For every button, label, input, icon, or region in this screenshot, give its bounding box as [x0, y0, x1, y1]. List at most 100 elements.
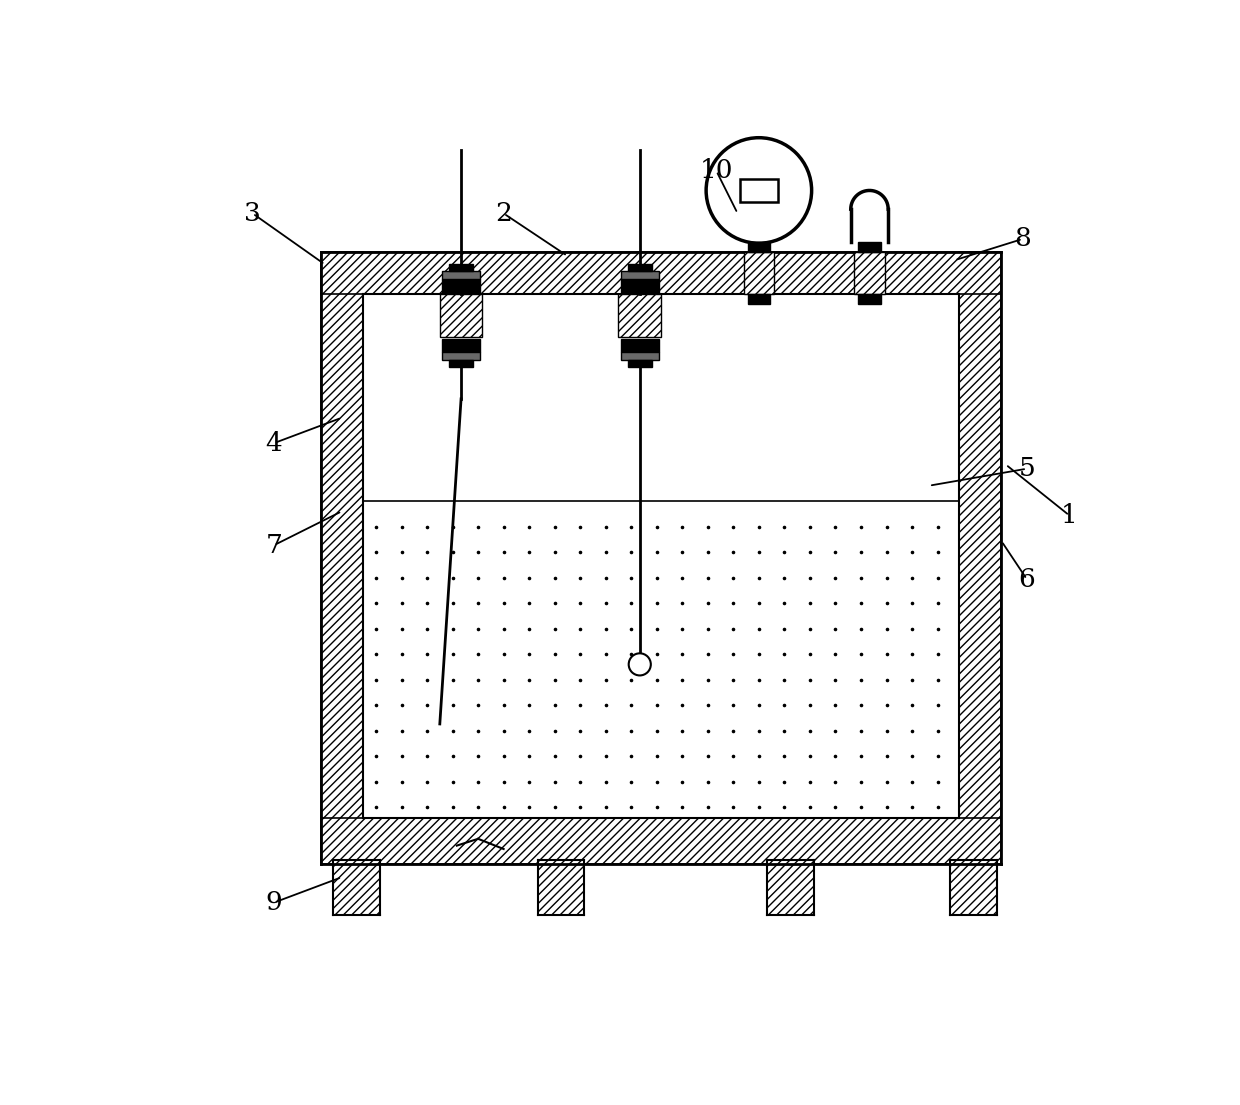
Point	[392, 518, 412, 536]
Point	[672, 722, 692, 739]
Point	[544, 722, 564, 739]
Point	[494, 645, 513, 663]
Point	[494, 594, 513, 612]
Point	[903, 569, 923, 587]
Point	[595, 594, 615, 612]
Bar	[744, 252, 774, 294]
Point	[723, 696, 743, 714]
Point	[672, 696, 692, 714]
Point	[417, 696, 436, 714]
Point	[826, 518, 846, 536]
Point	[749, 696, 769, 714]
Point	[570, 774, 590, 791]
Point	[928, 569, 947, 587]
Point	[749, 671, 769, 688]
Bar	[627, 360, 652, 367]
Point	[826, 722, 846, 739]
Point	[723, 594, 743, 612]
Point	[826, 620, 846, 638]
Bar	[538, 860, 584, 915]
Point	[877, 774, 897, 791]
Point	[647, 620, 667, 638]
Point	[672, 645, 692, 663]
Point	[826, 747, 846, 765]
Point	[544, 518, 564, 536]
Point	[698, 722, 718, 739]
Point	[570, 544, 590, 561]
Point	[800, 620, 820, 638]
Point	[366, 696, 386, 714]
Point	[800, 544, 820, 561]
Point	[544, 620, 564, 638]
Point	[621, 594, 641, 612]
Point	[443, 518, 463, 536]
Point	[469, 569, 489, 587]
Point	[749, 799, 769, 817]
Point	[928, 722, 947, 739]
Point	[698, 544, 718, 561]
Point	[749, 645, 769, 663]
Point	[366, 544, 386, 561]
Point	[570, 518, 590, 536]
Point	[851, 620, 870, 638]
Point	[723, 544, 743, 561]
Text: 9: 9	[265, 891, 283, 915]
Point	[775, 722, 795, 739]
Point	[851, 747, 870, 765]
Point	[494, 569, 513, 587]
Point	[469, 671, 489, 688]
Point	[392, 671, 412, 688]
Point	[672, 594, 692, 612]
Point	[417, 774, 436, 791]
Point	[903, 620, 923, 638]
Point	[570, 799, 590, 817]
Point	[775, 696, 795, 714]
Point	[672, 620, 692, 638]
Point	[443, 747, 463, 765]
Point	[621, 722, 641, 739]
Point	[800, 774, 820, 791]
Point	[366, 747, 386, 765]
Point	[621, 569, 641, 587]
Point	[520, 645, 539, 663]
Point	[723, 671, 743, 688]
Point	[647, 518, 667, 536]
Point	[698, 696, 718, 714]
Point	[800, 696, 820, 714]
Text: 1: 1	[1061, 503, 1078, 528]
Point	[417, 799, 436, 817]
Point	[775, 620, 795, 638]
Point	[928, 747, 947, 765]
Point	[544, 645, 564, 663]
Point	[851, 799, 870, 817]
Point	[749, 569, 769, 587]
Point	[749, 722, 769, 739]
Point	[826, 569, 846, 587]
Point	[392, 544, 412, 561]
Point	[647, 774, 667, 791]
Text: 7: 7	[265, 533, 283, 558]
Bar	[441, 278, 480, 293]
Point	[672, 569, 692, 587]
Point	[392, 645, 412, 663]
Point	[570, 671, 590, 688]
Point	[520, 799, 539, 817]
Point	[595, 747, 615, 765]
Point	[826, 774, 846, 791]
Point	[851, 696, 870, 714]
Point	[647, 569, 667, 587]
Point	[494, 620, 513, 638]
Point	[928, 645, 947, 663]
Point	[775, 518, 795, 536]
Bar	[363, 294, 959, 501]
Bar	[854, 252, 885, 294]
Point	[544, 799, 564, 817]
Point	[570, 722, 590, 739]
Point	[544, 671, 564, 688]
Point	[595, 696, 615, 714]
Point	[443, 594, 463, 612]
Text: 10: 10	[699, 158, 733, 183]
Point	[723, 518, 743, 536]
Point	[392, 799, 412, 817]
Point	[903, 722, 923, 739]
